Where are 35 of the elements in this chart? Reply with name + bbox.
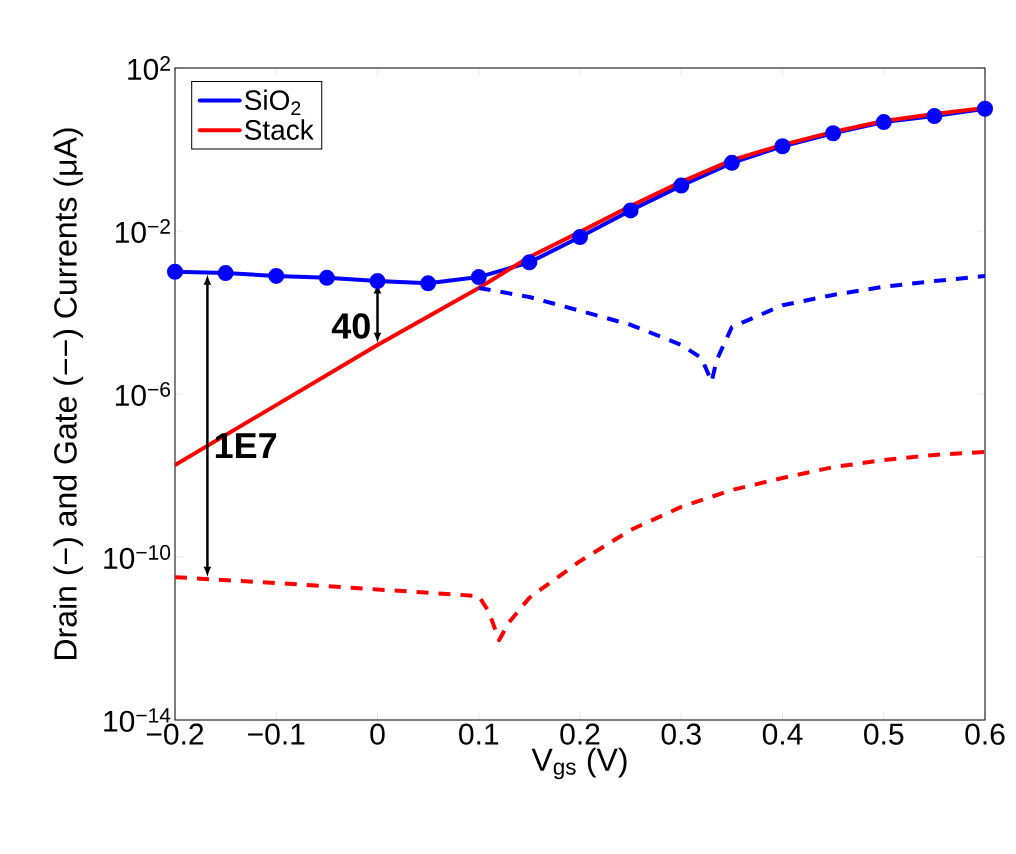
x-tick-label: 0.3 [661,723,701,745]
point [875,114,892,131]
point [521,254,538,271]
point [977,100,994,117]
point [268,267,285,284]
point [470,269,487,286]
y-tick-label: 10$^{−2}$ [115,219,170,243]
point [217,265,234,282]
x-axis-title: V$_{gs}$ (V) [531,747,627,780]
point [774,138,791,155]
point [167,263,183,280]
point [723,154,740,171]
legend-label: SiO$_{2}$ [244,89,301,115]
x-tick-label: 0.1 [459,723,499,745]
x-tick-label: −0.1 [248,723,305,745]
y-tick-label: 10$^{2}$ [128,56,170,80]
point [825,125,842,142]
point [572,229,589,246]
x-tick-label: 0.4 [762,723,803,745]
x-tick-label: 0.6 [965,723,1005,745]
x-tick-label: 0.5 [864,723,904,745]
point [420,275,437,292]
legend-label: Stack [244,119,314,140]
point [622,202,639,219]
point [926,108,943,125]
annotation: 40 [331,313,370,339]
x-tick-label: 0 [370,723,385,745]
y-axis-title: Drain (−) and Gate (−−) Currents (μA) [53,128,84,659]
point [673,177,690,194]
x-tick-label: 0.2 [560,723,600,745]
point [318,269,335,286]
y-tick-label: 10$^{−10}$ [104,545,171,569]
annotation: 1E7 [215,433,277,459]
point [369,273,386,290]
y-tick-label: 10$^{−6}$ [115,382,171,406]
